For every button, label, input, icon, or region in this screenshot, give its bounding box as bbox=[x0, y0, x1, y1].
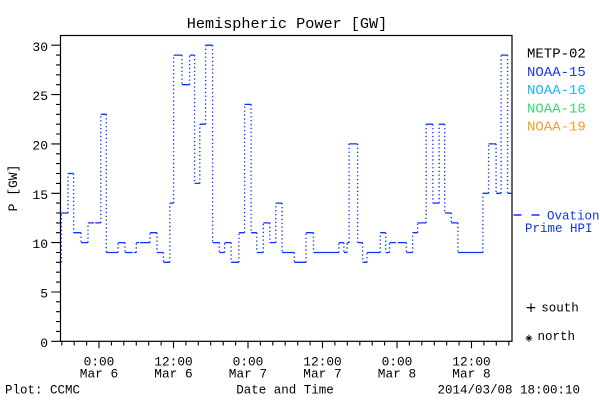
svg-text:P [GW]: P [GW] bbox=[6, 165, 21, 212]
svg-text:NOAA-16: NOAA-16 bbox=[527, 83, 586, 99]
svg-text:NOAA-15: NOAA-15 bbox=[527, 65, 586, 81]
svg-text:5: 5 bbox=[40, 287, 48, 302]
svg-text:0:00: 0:00 bbox=[382, 355, 413, 370]
svg-text:Hemispheric Power [GW]: Hemispheric Power [GW] bbox=[187, 15, 388, 33]
svg-text:0:00: 0:00 bbox=[233, 355, 264, 370]
svg-text:Mar 8: Mar 8 bbox=[378, 367, 416, 382]
svg-text:Mar 6: Mar 6 bbox=[154, 367, 192, 382]
svg-text:0:00: 0:00 bbox=[84, 355, 115, 370]
svg-text:2014/03/08 18:00:10: 2014/03/08 18:00:10 bbox=[437, 384, 580, 398]
svg-text:Mar 8: Mar 8 bbox=[452, 367, 490, 382]
svg-text:12:00: 12:00 bbox=[154, 355, 192, 370]
svg-text:Mar 6: Mar 6 bbox=[80, 367, 118, 382]
svg-text:Plot: CCMC: Plot: CCMC bbox=[5, 384, 80, 398]
svg-text:0: 0 bbox=[40, 336, 48, 351]
svg-text:Mar 7: Mar 7 bbox=[303, 367, 341, 382]
svg-text:METP-02: METP-02 bbox=[527, 47, 586, 63]
svg-text:25: 25 bbox=[32, 89, 48, 104]
svg-text:NOAA-18: NOAA-18 bbox=[527, 101, 586, 117]
svg-text:Prime HPI: Prime HPI bbox=[525, 222, 593, 236]
svg-text:12:00: 12:00 bbox=[303, 355, 341, 370]
svg-text:Mar 7: Mar 7 bbox=[229, 367, 267, 382]
svg-text:NOAA-19: NOAA-19 bbox=[527, 120, 586, 136]
svg-text:12:00: 12:00 bbox=[452, 355, 490, 370]
svg-text:Date and Time: Date and Time bbox=[236, 384, 334, 398]
svg-text:Ovation: Ovation bbox=[547, 210, 600, 224]
svg-text:south: south bbox=[541, 301, 579, 315]
svg-text:20: 20 bbox=[32, 139, 48, 154]
svg-text:30: 30 bbox=[32, 40, 48, 55]
svg-text:15: 15 bbox=[32, 188, 48, 203]
svg-text:10: 10 bbox=[32, 237, 48, 252]
svg-text:north: north bbox=[538, 330, 576, 344]
